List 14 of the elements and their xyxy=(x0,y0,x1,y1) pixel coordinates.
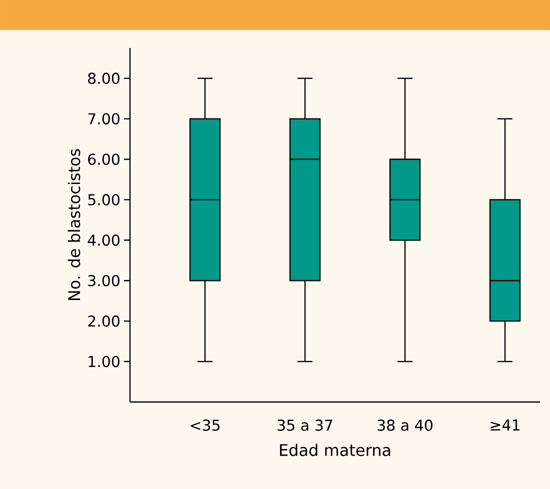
x-tick-label: <35 xyxy=(190,420,220,431)
y-tick-label: 3.00 xyxy=(88,274,120,286)
y-tick-label: 2.00 xyxy=(88,315,120,327)
y-tick-label: 6.00 xyxy=(88,154,120,165)
x-axis-title: Edad materna xyxy=(280,444,390,456)
y-tick-label: 7.00 xyxy=(88,113,120,124)
y-tick-label: 5.00 xyxy=(88,194,120,206)
y-tick-label: 4.00 xyxy=(88,234,120,246)
y-tick-label: 1.00 xyxy=(88,356,120,368)
y-tick-label: 8.00 xyxy=(88,72,120,84)
x-tick-label: 38 a 40 xyxy=(378,420,432,431)
x-tick-label: ≥41 xyxy=(490,420,520,430)
y-axis-title: No. de blastocistos xyxy=(68,149,80,300)
x-tick-label: 35 a 37 xyxy=(278,420,332,431)
